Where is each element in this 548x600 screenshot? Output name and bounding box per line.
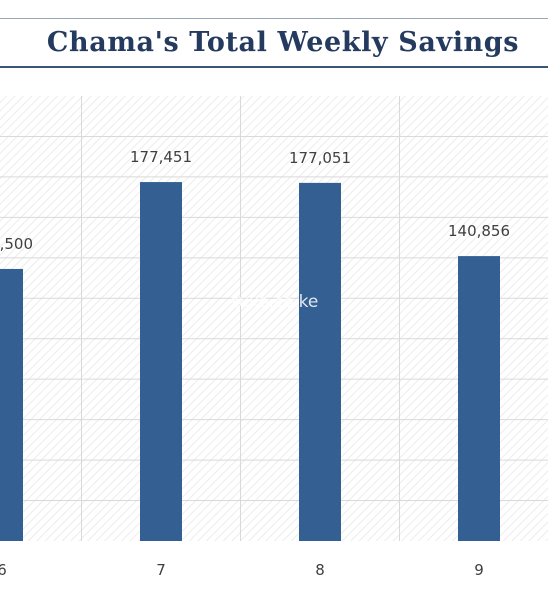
data-label-week-8: 177,051 <box>289 149 351 167</box>
data-labels: 134,500 177,451 177,051 140,856 <box>0 148 510 253</box>
bar-week-8 <box>299 182 341 541</box>
bars <box>0 182 500 542</box>
x-tick-labels: 6 7 8 9 <box>0 561 484 579</box>
plot-area <box>0 96 548 541</box>
bar-week-6 <box>0 268 23 541</box>
bar-week-7 <box>140 182 182 542</box>
chart-title: Chama's Total Weekly Savings <box>46 27 520 58</box>
chart-title-box: Chama's Total Weekly Savings <box>0 18 548 68</box>
x-tick-label-8: 8 <box>315 561 325 579</box>
x-tick-label-6: 6 <box>0 561 7 579</box>
x-tick-label-9: 9 <box>474 561 484 579</box>
data-label-week-7: 177,451 <box>130 148 192 166</box>
bar-week-9 <box>458 256 500 541</box>
watermark: tuko.co.ke <box>232 292 319 312</box>
data-label-week-9: 140,856 <box>448 222 510 240</box>
data-label-week-6: 134,500 <box>0 235 33 253</box>
gridlines <box>0 96 548 541</box>
x-tick-label-7: 7 <box>156 561 166 579</box>
